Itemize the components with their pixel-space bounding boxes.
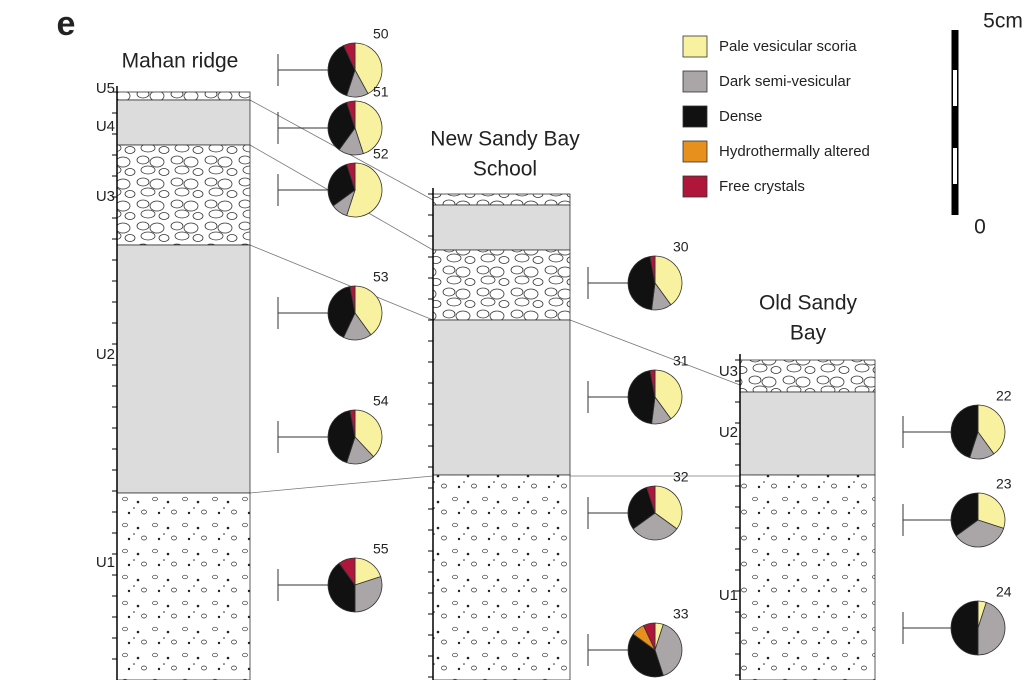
layer bbox=[740, 360, 875, 392]
layer bbox=[433, 250, 570, 320]
scale-bar: 5cm 0 bbox=[953, 10, 1023, 239]
scale-top: 5cm bbox=[983, 10, 1023, 33]
legend-label: Free crystals bbox=[719, 178, 805, 195]
unit-label: U3 bbox=[719, 363, 738, 380]
sample-label: 32 bbox=[673, 469, 689, 485]
layer bbox=[433, 194, 570, 205]
legend-label: Dense bbox=[719, 108, 762, 125]
sample-label: 54 bbox=[373, 393, 389, 409]
pie-slice bbox=[628, 370, 655, 423]
sample-label: 22 bbox=[996, 388, 1012, 404]
unit-label: U2 bbox=[96, 346, 115, 363]
legend-swatch bbox=[683, 106, 707, 127]
layer bbox=[117, 145, 250, 245]
legend-swatch bbox=[683, 176, 707, 197]
layer bbox=[740, 392, 875, 475]
sample-label: 33 bbox=[673, 606, 689, 622]
legend-swatch bbox=[683, 36, 707, 57]
layer bbox=[433, 320, 570, 475]
layer bbox=[117, 493, 250, 680]
layer bbox=[117, 100, 250, 145]
layer bbox=[117, 245, 250, 493]
legend-swatch bbox=[683, 71, 707, 92]
sample-label: 30 bbox=[673, 239, 689, 255]
unit-label: U3 bbox=[96, 188, 115, 205]
legend-label: Pale vesicular scoria bbox=[719, 38, 857, 55]
sample-label: 50 bbox=[373, 26, 389, 42]
unit-label: U2 bbox=[719, 424, 738, 441]
sample-label: 55 bbox=[373, 541, 389, 557]
sample-label: 24 bbox=[996, 584, 1012, 600]
figure: e 5cm 0 Pale vesicular scoria Dark semi-v… bbox=[0, 0, 1036, 680]
layer bbox=[433, 475, 570, 680]
column-title: Old Sandy bbox=[759, 292, 858, 315]
column-title: New Sandy Bay bbox=[430, 128, 580, 151]
legend-label: Dark semi-vesicular bbox=[719, 73, 851, 90]
legend-label: Hydrothermally altered bbox=[719, 143, 870, 160]
layer bbox=[117, 92, 250, 100]
pie-slice bbox=[951, 601, 978, 655]
sample-label: 53 bbox=[373, 269, 389, 285]
panel-label: e bbox=[57, 5, 76, 43]
scale-bottom: 0 bbox=[974, 216, 986, 239]
page: {"panel_label": "e", "legend": {"items":… bbox=[0, 0, 1036, 680]
unit-label: U1 bbox=[719, 587, 738, 604]
layer bbox=[433, 205, 570, 250]
pie-slice bbox=[628, 256, 655, 309]
unit-label: U1 bbox=[96, 554, 115, 571]
sample-label: 51 bbox=[373, 84, 389, 100]
legend-swatch bbox=[683, 141, 707, 162]
unit-label: U5 bbox=[96, 80, 115, 97]
sample-label: 52 bbox=[373, 146, 389, 162]
column-title: Mahan ridge bbox=[122, 50, 239, 73]
column-title: School bbox=[473, 158, 537, 181]
unit-label: U4 bbox=[96, 118, 115, 135]
layer bbox=[740, 475, 875, 680]
sample-label: 23 bbox=[996, 476, 1012, 492]
sample-label: 31 bbox=[673, 353, 689, 369]
column-title: Bay bbox=[790, 322, 827, 345]
